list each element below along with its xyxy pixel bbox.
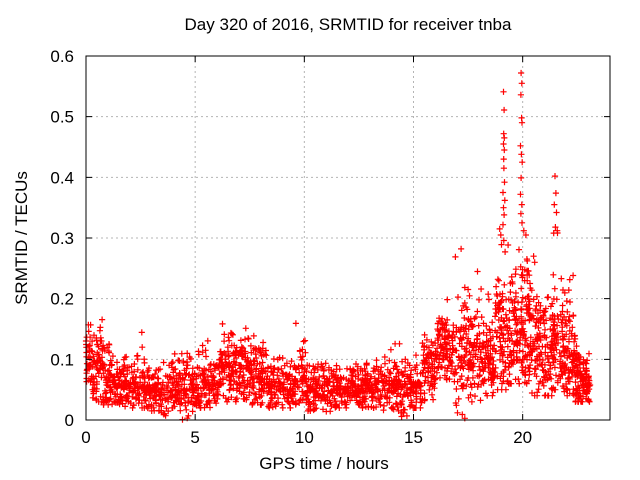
axis-ticks: [85, 55, 610, 421]
y-tick-label: 0.2: [50, 290, 74, 309]
y-tick-label: 0: [65, 411, 74, 430]
chart-title: Day 320 of 2016, SRMTID for receiver tnb…: [184, 15, 512, 34]
x-tick-label: 0: [81, 428, 90, 447]
x-tick-label: 10: [295, 428, 314, 447]
x-tick-label: 5: [190, 428, 199, 447]
x-tick-label: 20: [513, 428, 532, 447]
grid-lines: [86, 56, 610, 420]
y-tick-label: 0.4: [50, 168, 74, 187]
scatter-points: [82, 69, 594, 423]
y-tick-label: 0.5: [50, 108, 74, 127]
y-tick-label: 0.6: [50, 47, 74, 66]
x-axis-title: GPS time / hours: [259, 454, 389, 473]
y-tick-label: 0.3: [50, 229, 74, 248]
y-tick-label: 0.1: [50, 350, 74, 369]
x-tick-label: 15: [404, 428, 423, 447]
